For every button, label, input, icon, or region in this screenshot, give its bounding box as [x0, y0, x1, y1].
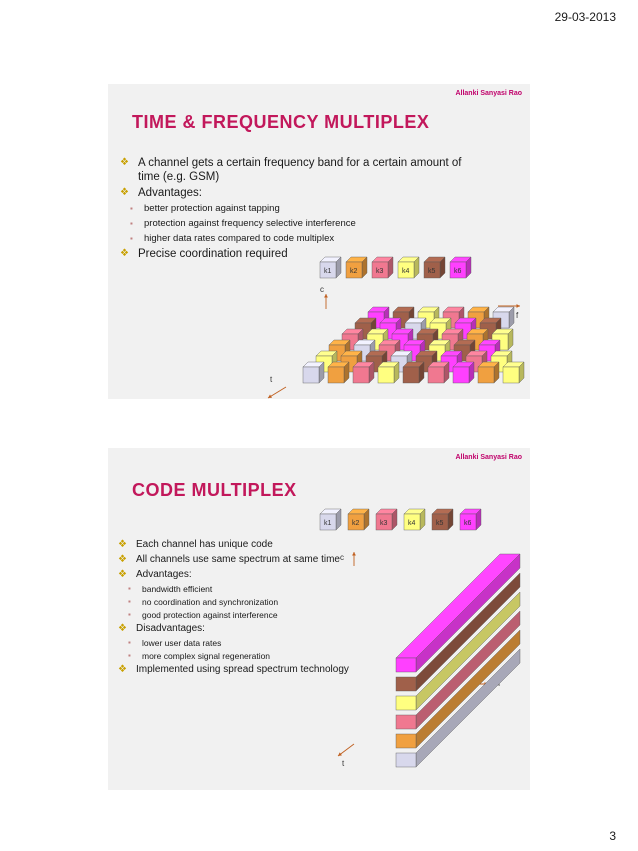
axis-c-arrow: [324, 294, 328, 309]
legend-cube-k2: [347, 508, 370, 531]
axis-t-label: t: [342, 759, 345, 768]
legend-cube-k3: [371, 256, 394, 279]
bullet-item: Advantages:: [116, 186, 476, 200]
slide-title: TIME & FREQUENCY MULTIPLEX: [132, 112, 430, 132]
grid-cube-k4: [502, 361, 525, 384]
bullet-item: Advantages:: [114, 568, 384, 581]
bullet-item: A channel gets a certain frequency band …: [116, 156, 476, 184]
slab-k6: [395, 553, 521, 673]
sub-bullet-item: bandwidth efficient: [114, 583, 384, 595]
grid-cube-k3: [352, 361, 375, 384]
grid-cube-k2: [327, 361, 350, 384]
grid-cube-k5: [402, 361, 425, 384]
legend-label-k6: k6: [464, 520, 472, 527]
slide-author: Allanki Sanyasi Rao: [455, 90, 522, 97]
time-frequency-diagram: k1 k2 k3 k4 k5 k6 c f t: [267, 256, 525, 399]
bullet-list: A channel gets a certain frequency band …: [116, 156, 476, 263]
grid-cube-k3: [427, 361, 450, 384]
slab-k5: [395, 572, 521, 692]
legend-cube-k6: [449, 256, 472, 279]
grid-cube-k1: [302, 361, 325, 384]
legend-label-k3: k3: [380, 520, 388, 527]
legend-cube-k5: [423, 256, 446, 279]
axis-c-arrow: [352, 552, 356, 566]
legend-label-k5: k5: [436, 520, 444, 527]
legend-cube-k1: [319, 508, 342, 531]
sub-bullet-item: no coordination and synchronization: [114, 596, 384, 608]
legend-cube-k1: [319, 256, 342, 279]
axis-t-label: t: [270, 375, 273, 384]
legend-label-k4: k4: [402, 268, 410, 275]
sub-bullet-item: more complex signal regeneration: [114, 650, 384, 662]
bullet-item: Disadvantages:: [114, 622, 384, 635]
legend-label-k4: k4: [408, 520, 416, 527]
slide-time-frequency-multiplex: Allanki Sanyasi Rao TIME & FREQUENCY MUL…: [108, 84, 530, 399]
slab-k1: [395, 648, 521, 768]
page-number: 3: [609, 829, 616, 843]
sub-bullet-item: higher data rates compared to code multi…: [116, 232, 476, 245]
legend-cube-k4: [397, 256, 420, 279]
legend-label-k2: k2: [352, 520, 360, 527]
axis-t-arrow: [267, 386, 287, 399]
slide-title: CODE MULTIPLEX: [132, 480, 297, 500]
axis-c-label: c: [320, 285, 324, 294]
grid-cube-k2: [477, 361, 500, 384]
axis-f-label: f: [516, 311, 519, 320]
sub-bullet-item: protection against frequency selective i…: [116, 217, 476, 230]
sub-bullet-item: better protection against tapping: [116, 202, 476, 215]
bullet-item: Each channel has unique code: [114, 538, 384, 551]
sub-bullet-item: good protection against interference: [114, 609, 384, 621]
legend-label-k2: k2: [350, 268, 358, 275]
legend-cube-k2: [345, 256, 368, 279]
bullet-list: Each channel has unique code All channel…: [114, 538, 384, 678]
legend-cube-k5: [431, 508, 454, 531]
slide-code-multiplex: Allanki Sanyasi Rao CODE MULTIPLEX Each …: [108, 448, 530, 790]
bullet-item: All channels use same spectrum at same t…: [114, 553, 384, 566]
slab-k4: [395, 591, 521, 711]
legend-label-k5: k5: [428, 268, 436, 275]
axis-f-arrow: [498, 304, 520, 308]
legend-label-k1: k1: [324, 268, 332, 275]
legend-cube-k3: [375, 508, 398, 531]
grid-cube-k4: [377, 361, 400, 384]
page-date: 29-03-2013: [554, 10, 616, 24]
bullet-item: Implemented using spread spectrum techno…: [114, 663, 384, 676]
slide-author: Allanki Sanyasi Rao: [455, 454, 522, 461]
legend-cube-k4: [403, 508, 426, 531]
grid-cube-k6: [452, 361, 475, 384]
slab-k2: [395, 629, 521, 749]
legend-cube-k6: [459, 508, 482, 531]
axis-t-arrow: [337, 743, 355, 757]
legend-label-k6: k6: [454, 268, 462, 275]
axis-c-label: c: [340, 553, 344, 562]
legend-label-k1: k1: [324, 520, 332, 527]
legend-label-k3: k3: [376, 268, 384, 275]
sub-bullet-item: lower user data rates: [114, 637, 384, 649]
bullet-item: Precise coordination required: [116, 247, 476, 261]
slab-k3: [395, 610, 521, 730]
